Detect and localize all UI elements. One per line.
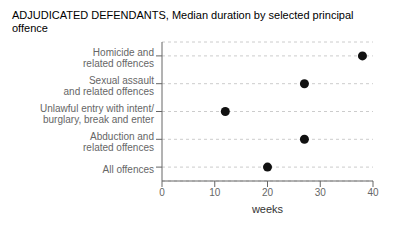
svg-text:All offences: All offences: [102, 164, 154, 175]
svg-text:20: 20: [262, 187, 274, 198]
svg-text:30: 30: [315, 187, 327, 198]
svg-text:Homicide andrelated offences: Homicide andrelated offences: [83, 47, 154, 69]
svg-text:Sexual assaultand related offe: Sexual assaultand related offences: [64, 75, 155, 97]
svg-text:40: 40: [367, 187, 379, 198]
svg-text:Unlawful entry with intent/bur: Unlawful entry with intent/burglary, bre…: [40, 103, 155, 125]
svg-text:weeks: weeks: [251, 203, 284, 215]
html-text:ADJUDICATED DEFENDANTS, Median: ADJUDICATED DEFENDANTS, Median duration …: [12, 9, 354, 34]
svg-text:Abduction andrelated offences: Abduction andrelated offences: [83, 130, 154, 152]
svg-text:0: 0: [159, 187, 165, 198]
svg-text:10: 10: [209, 187, 221, 198]
